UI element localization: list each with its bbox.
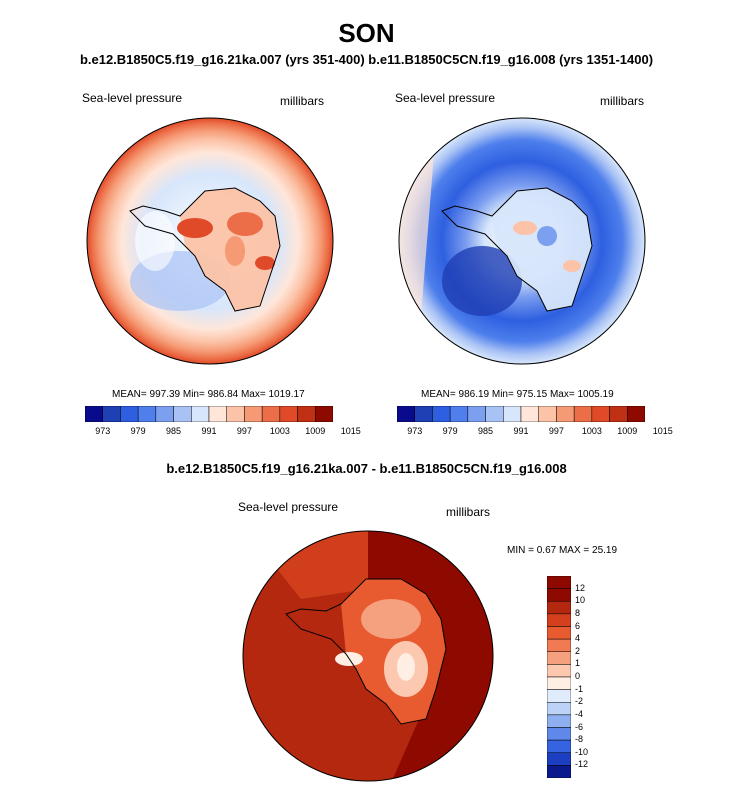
colorbar-tick-label: 973 [407, 426, 423, 436]
colorbar-swatch [547, 588, 571, 602]
colorbar-swatch [467, 406, 486, 422]
panel1-field-label: Sea-level pressure [82, 91, 183, 105]
colorbar-swatch [547, 714, 571, 728]
colorbar-swatch [547, 676, 571, 690]
colorbar-tick-label: -8 [575, 734, 584, 745]
colorbar-swatch [397, 406, 415, 422]
colorbar-swatch [414, 406, 433, 422]
colorbar-swatch [547, 576, 571, 589]
colorbar-swatch [297, 406, 316, 422]
colorbar-swatch [432, 406, 451, 422]
panel2-field-label: Sea-level pressure [395, 91, 496, 105]
colorbar-tick-label: 991 [513, 426, 529, 436]
colorbar-tick-label: 1003 [581, 426, 602, 436]
colorbar-swatch [547, 727, 571, 741]
colorbar-swatch [279, 406, 298, 422]
colorbar-swatch [609, 406, 628, 422]
colorbar-swatch [102, 406, 121, 422]
colorbar-swatch [547, 601, 571, 615]
colorbar-swatch [85, 406, 103, 422]
colorbar-tick-label: 1009 [617, 426, 638, 436]
colorbar-swatch [547, 626, 571, 640]
panel2-units-label: millibars [600, 94, 645, 108]
colorbar-swatch [547, 752, 571, 766]
colorbar-tick-label: 1003 [269, 426, 290, 436]
colorbar-tick-label: 10 [575, 595, 586, 606]
colorbar-tick-label: 991 [201, 426, 217, 436]
colorbar-swatch [591, 406, 610, 422]
panel2-stats: MEAN= 986.19 Min= 975.15 Max= 1005.19 [421, 389, 614, 400]
colorbar-tick-label: 1015 [652, 426, 673, 436]
panel2-colorbar-ticks: 973 979 985 991 997 1003 1009 1015 [397, 426, 673, 438]
colorbar-swatch [208, 406, 227, 422]
colorbar-tick-label: 1 [575, 658, 581, 669]
colorbar-swatch [449, 406, 469, 422]
colorbar-swatch [547, 765, 571, 778]
colorbar-swatch [556, 406, 575, 422]
colorbar-swatch [538, 406, 557, 422]
colorbar-tick-label: 979 [442, 426, 458, 436]
panel1-stats: MEAN= 997.39 Min= 986.84 Max= 1019.17 [112, 389, 305, 400]
colorbar-swatch [226, 406, 245, 422]
difference-coastline [285, 578, 447, 725]
colorbar-tick-label: -2 [575, 696, 584, 707]
difference-field-label: Sea-level pressure [238, 500, 339, 514]
colorbar-swatch [547, 739, 571, 753]
colorbar-tick-label: 997 [548, 426, 564, 436]
panel1-colorbar-ticks: 973 979 985 991 997 1003 1009 1015 [85, 426, 361, 438]
colorbar-swatch [520, 406, 539, 422]
panel1-units-label: millibars [280, 94, 325, 108]
colorbar-swatch [120, 406, 139, 422]
season-title: SON [338, 18, 395, 48]
colorbar-swatch [261, 406, 281, 422]
difference-stats: MIN = 0.67 MAX = 25.19 [507, 545, 618, 556]
colorbar-swatch [503, 406, 522, 422]
colorbar-swatch [573, 406, 593, 422]
panel2-map [398, 117, 646, 365]
colorbar-swatch [547, 702, 571, 716]
colorbar-tick-label: 8 [575, 607, 581, 618]
colorbar-swatch [191, 406, 210, 422]
panel2-colorbar [397, 406, 645, 422]
panel1-map [86, 117, 334, 365]
colorbar-swatch [244, 406, 263, 422]
colorbar-tick-label: 2 [575, 645, 581, 656]
colorbar-swatch [547, 689, 571, 703]
difference-units-label: millibars [446, 505, 491, 519]
colorbar-tick-label: 973 [95, 426, 111, 436]
difference-map [242, 530, 494, 782]
colorbar-tick-label: 1015 [340, 426, 361, 436]
colorbar-tick-label: 985 [166, 426, 182, 436]
colorbar-swatch [485, 406, 504, 422]
colorbar-swatch [547, 613, 571, 627]
colorbar-tick-label: 6 [575, 620, 581, 631]
colorbar-swatch [315, 406, 333, 422]
colorbar-swatch [137, 406, 157, 422]
difference-colorbar-ticks: 12 10 8 6 4 2 1 0 -1 -2 -4 -6 -8 -10 -12 [575, 576, 615, 778]
colorbar-tick-label: -1 [575, 683, 584, 694]
colorbar-tick-label: 985 [478, 426, 494, 436]
difference-title: b.e12.B1850C5.f19_g16.21ka.007 - b.e11.B… [166, 461, 567, 476]
colorbar-tick-label: 1009 [305, 426, 326, 436]
colorbar-swatch [547, 664, 571, 678]
difference-colorbar [547, 576, 571, 778]
colorbar-swatch [547, 651, 571, 665]
colorbar-tick-label: -12 [575, 759, 589, 770]
colorbar-tick-label: -4 [575, 708, 584, 719]
colorbar-tick-label: 0 [575, 671, 581, 681]
panel1-coastline [129, 187, 281, 312]
colorbar-tick-label: -6 [575, 721, 584, 732]
colorbar-tick-label: 4 [575, 633, 581, 644]
colorbar-tick-label: 979 [130, 426, 146, 436]
colorbar-tick-label: 997 [236, 426, 252, 436]
colorbar-swatch [173, 406, 192, 422]
colorbar-swatch [627, 406, 645, 422]
panel2-coastline [441, 187, 593, 312]
comparison-subtitle: b.e12.B1850C5.f19_g16.21ka.007 (yrs 351-… [79, 52, 654, 67]
colorbar-swatch [547, 638, 571, 652]
colorbar-swatch [155, 406, 174, 422]
colorbar-tick-label: -10 [575, 746, 589, 757]
panel1-colorbar [85, 406, 333, 422]
colorbar-tick-label: 12 [575, 582, 586, 593]
